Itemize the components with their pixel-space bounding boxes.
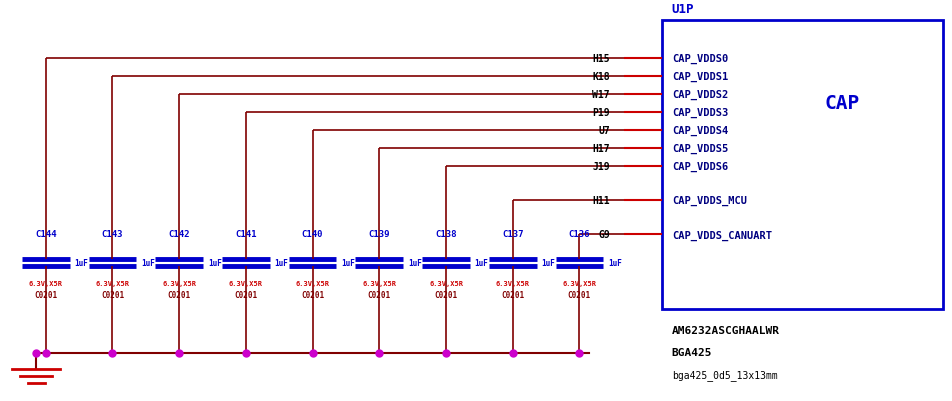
Text: H11: H11 bbox=[592, 196, 609, 206]
Text: W17: W17 bbox=[592, 90, 609, 100]
Text: 1uF: 1uF bbox=[607, 258, 622, 267]
Text: C144: C144 bbox=[35, 230, 56, 239]
Text: C140: C140 bbox=[302, 230, 323, 239]
Text: 6.3V,X5R: 6.3V,X5R bbox=[95, 280, 129, 286]
Text: 6.3V,X5R: 6.3V,X5R bbox=[295, 280, 329, 286]
Text: C0201: C0201 bbox=[34, 290, 57, 299]
Text: 6.3V,X5R: 6.3V,X5R bbox=[428, 280, 463, 286]
Text: C137: C137 bbox=[502, 230, 523, 239]
Text: C139: C139 bbox=[368, 230, 389, 239]
Text: C141: C141 bbox=[235, 230, 256, 239]
Text: C0201: C0201 bbox=[367, 290, 390, 299]
Text: 1uF: 1uF bbox=[541, 258, 555, 267]
Text: U1P: U1P bbox=[671, 3, 694, 16]
Text: C138: C138 bbox=[435, 230, 456, 239]
Text: C0201: C0201 bbox=[567, 290, 590, 299]
Text: CAP_VDDS4: CAP_VDDS4 bbox=[671, 126, 727, 136]
Text: G9: G9 bbox=[598, 230, 609, 240]
Text: C136: C136 bbox=[568, 230, 589, 239]
Text: P19: P19 bbox=[592, 108, 609, 118]
Text: CAP_VDDS0: CAP_VDDS0 bbox=[671, 54, 727, 64]
Text: 1uF: 1uF bbox=[141, 258, 155, 267]
Text: 6.3V,X5R: 6.3V,X5R bbox=[362, 280, 396, 286]
Text: 1uF: 1uF bbox=[208, 258, 222, 267]
Text: 1uF: 1uF bbox=[407, 258, 422, 267]
Text: CAP_VDDS6: CAP_VDDS6 bbox=[671, 162, 727, 172]
FancyBboxPatch shape bbox=[662, 21, 942, 309]
Text: CAP_VDDS_MCU: CAP_VDDS_MCU bbox=[671, 196, 746, 206]
Text: K18: K18 bbox=[592, 72, 609, 82]
Text: CAP_VDDS5: CAP_VDDS5 bbox=[671, 144, 727, 154]
Text: 6.3V,X5R: 6.3V,X5R bbox=[29, 280, 63, 286]
Text: H17: H17 bbox=[592, 144, 609, 154]
Text: C0201: C0201 bbox=[168, 290, 190, 299]
Text: H15: H15 bbox=[592, 54, 609, 64]
Text: CAP_VDDS_CANUART: CAP_VDDS_CANUART bbox=[671, 230, 771, 240]
Text: CAP: CAP bbox=[823, 94, 859, 113]
Text: 1uF: 1uF bbox=[341, 258, 355, 267]
Text: 1uF: 1uF bbox=[474, 258, 488, 267]
Text: C142: C142 bbox=[169, 230, 189, 239]
Text: J19: J19 bbox=[592, 162, 609, 172]
Text: C143: C143 bbox=[102, 230, 123, 239]
Text: bga425_0d5_13x13mm: bga425_0d5_13x13mm bbox=[671, 369, 777, 380]
Text: BGA425: BGA425 bbox=[671, 347, 711, 357]
Text: C0201: C0201 bbox=[234, 290, 257, 299]
Text: 6.3V,X5R: 6.3V,X5R bbox=[495, 280, 529, 286]
Text: C0201: C0201 bbox=[501, 290, 524, 299]
Text: CAP_VDDS3: CAP_VDDS3 bbox=[671, 108, 727, 118]
Text: U7: U7 bbox=[598, 126, 609, 136]
Text: C0201: C0201 bbox=[434, 290, 457, 299]
Text: C0201: C0201 bbox=[301, 290, 324, 299]
Text: AM6232ASCGHAALWR: AM6232ASCGHAALWR bbox=[671, 325, 779, 335]
Text: 6.3V,X5R: 6.3V,X5R bbox=[162, 280, 196, 286]
Text: CAP_VDDS1: CAP_VDDS1 bbox=[671, 72, 727, 82]
Text: CAP_VDDS2: CAP_VDDS2 bbox=[671, 90, 727, 100]
Text: 1uF: 1uF bbox=[74, 258, 89, 267]
Text: 6.3V,X5R: 6.3V,X5R bbox=[228, 280, 263, 286]
Text: 1uF: 1uF bbox=[274, 258, 288, 267]
Text: 6.3V,X5R: 6.3V,X5R bbox=[562, 280, 596, 286]
Text: C0201: C0201 bbox=[101, 290, 124, 299]
